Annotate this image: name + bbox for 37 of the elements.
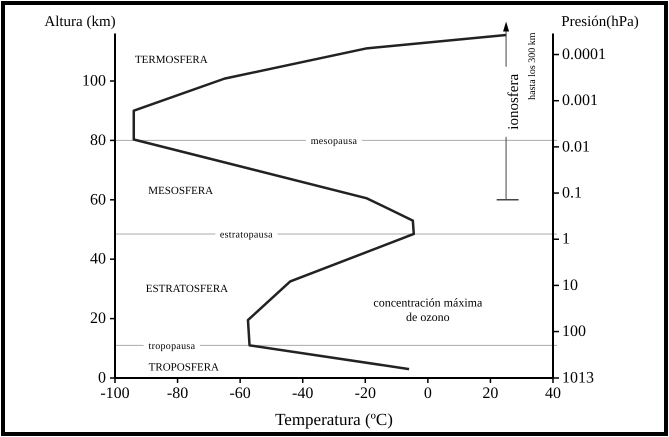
- y2-tick-label: 0.0001: [562, 46, 606, 64]
- x-tick-label: -80: [166, 385, 188, 402]
- annotation: hasta los 300 km: [527, 32, 538, 100]
- y-tick-label: 100: [82, 72, 106, 90]
- y2-tick-label: 1: [562, 230, 570, 248]
- annotation: TROPOSFERA: [148, 362, 220, 374]
- y-axis-title: Altura (km): [44, 14, 116, 30]
- y2-tick-label: 0.01: [562, 138, 590, 156]
- ref-line-label: mesopausa: [310, 136, 358, 147]
- x-axis-title: Temperatura (ºC): [275, 410, 393, 429]
- annotation: ionosfera: [506, 74, 522, 130]
- line-series: [132, 34, 508, 370]
- ref-line-label: tropopausa: [148, 340, 196, 352]
- ref-line-label: estratopausa: [220, 229, 274, 240]
- y-tick-label: 0: [98, 370, 106, 386]
- annotation: TERMOSFERA: [134, 54, 208, 66]
- x-tick-label: -20: [354, 385, 376, 402]
- y2-tick-label: 0.001: [562, 92, 598, 110]
- y-tick-label: 80: [90, 132, 106, 149]
- y2-tick-label: 10: [562, 276, 578, 294]
- y2-axis-title: Presión(hPa): [561, 14, 639, 30]
- annotation: MESOSFERA: [148, 184, 214, 197]
- x-tick-label: 40: [545, 385, 561, 402]
- annotation: ESTRATOSFERA: [146, 282, 228, 295]
- y2-tick-label: 1013: [562, 370, 594, 386]
- y-tick-label: 60: [90, 191, 106, 208]
- y-tick-label: 40: [90, 250, 106, 268]
- annotation: de ozono: [406, 310, 450, 324]
- x-tick-label: 20: [482, 385, 498, 402]
- x-tick-label: 0: [424, 385, 432, 402]
- x-tick-label: -100: [100, 385, 130, 402]
- x-tick-label: -60: [229, 385, 251, 402]
- y-tick-label: 20: [90, 310, 106, 328]
- y2-tick-label: 100: [562, 323, 586, 340]
- x-tick-label: -40: [292, 385, 314, 402]
- annotation: concentración máxima: [373, 295, 484, 310]
- y2-tick-label: 0.1: [562, 184, 582, 202]
